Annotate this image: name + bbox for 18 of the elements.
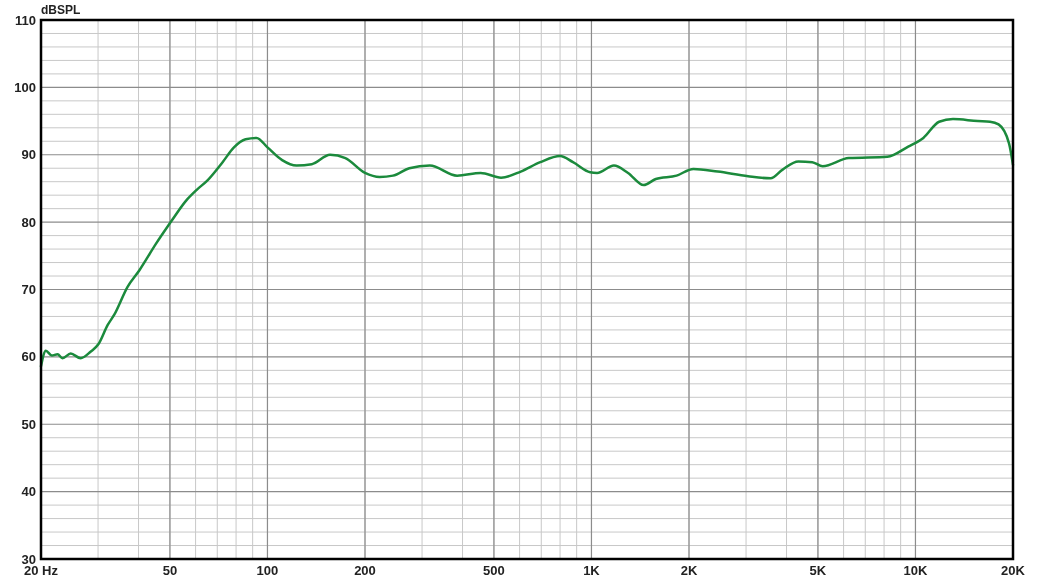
x-tick-label: 2K [680, 563, 698, 578]
x-tick-label: 500 [483, 563, 505, 578]
x-tick-label: 200 [354, 563, 376, 578]
y-tick-label: 110 [15, 12, 36, 28]
y-tick-label: 50 [21, 416, 36, 432]
y-tick-label: 100 [14, 79, 36, 95]
y-tick-label: 90 [21, 147, 36, 163]
y-axis-title: dBSPL [41, 3, 81, 17]
y-tick-label: 70 [21, 282, 36, 298]
y-tick-label: 40 [21, 484, 36, 500]
x-tick-label: 5K [809, 563, 827, 578]
x-tick-label: 20K [1001, 563, 1026, 578]
x-tick-label: 50 [162, 563, 178, 578]
x-tick-label: 1K [583, 563, 601, 578]
y-tick-label: 60 [21, 349, 36, 365]
x-tick-label: 10K [903, 563, 928, 578]
y-tick-label: 80 [21, 214, 36, 230]
x-tick-label: 100 [256, 563, 279, 578]
